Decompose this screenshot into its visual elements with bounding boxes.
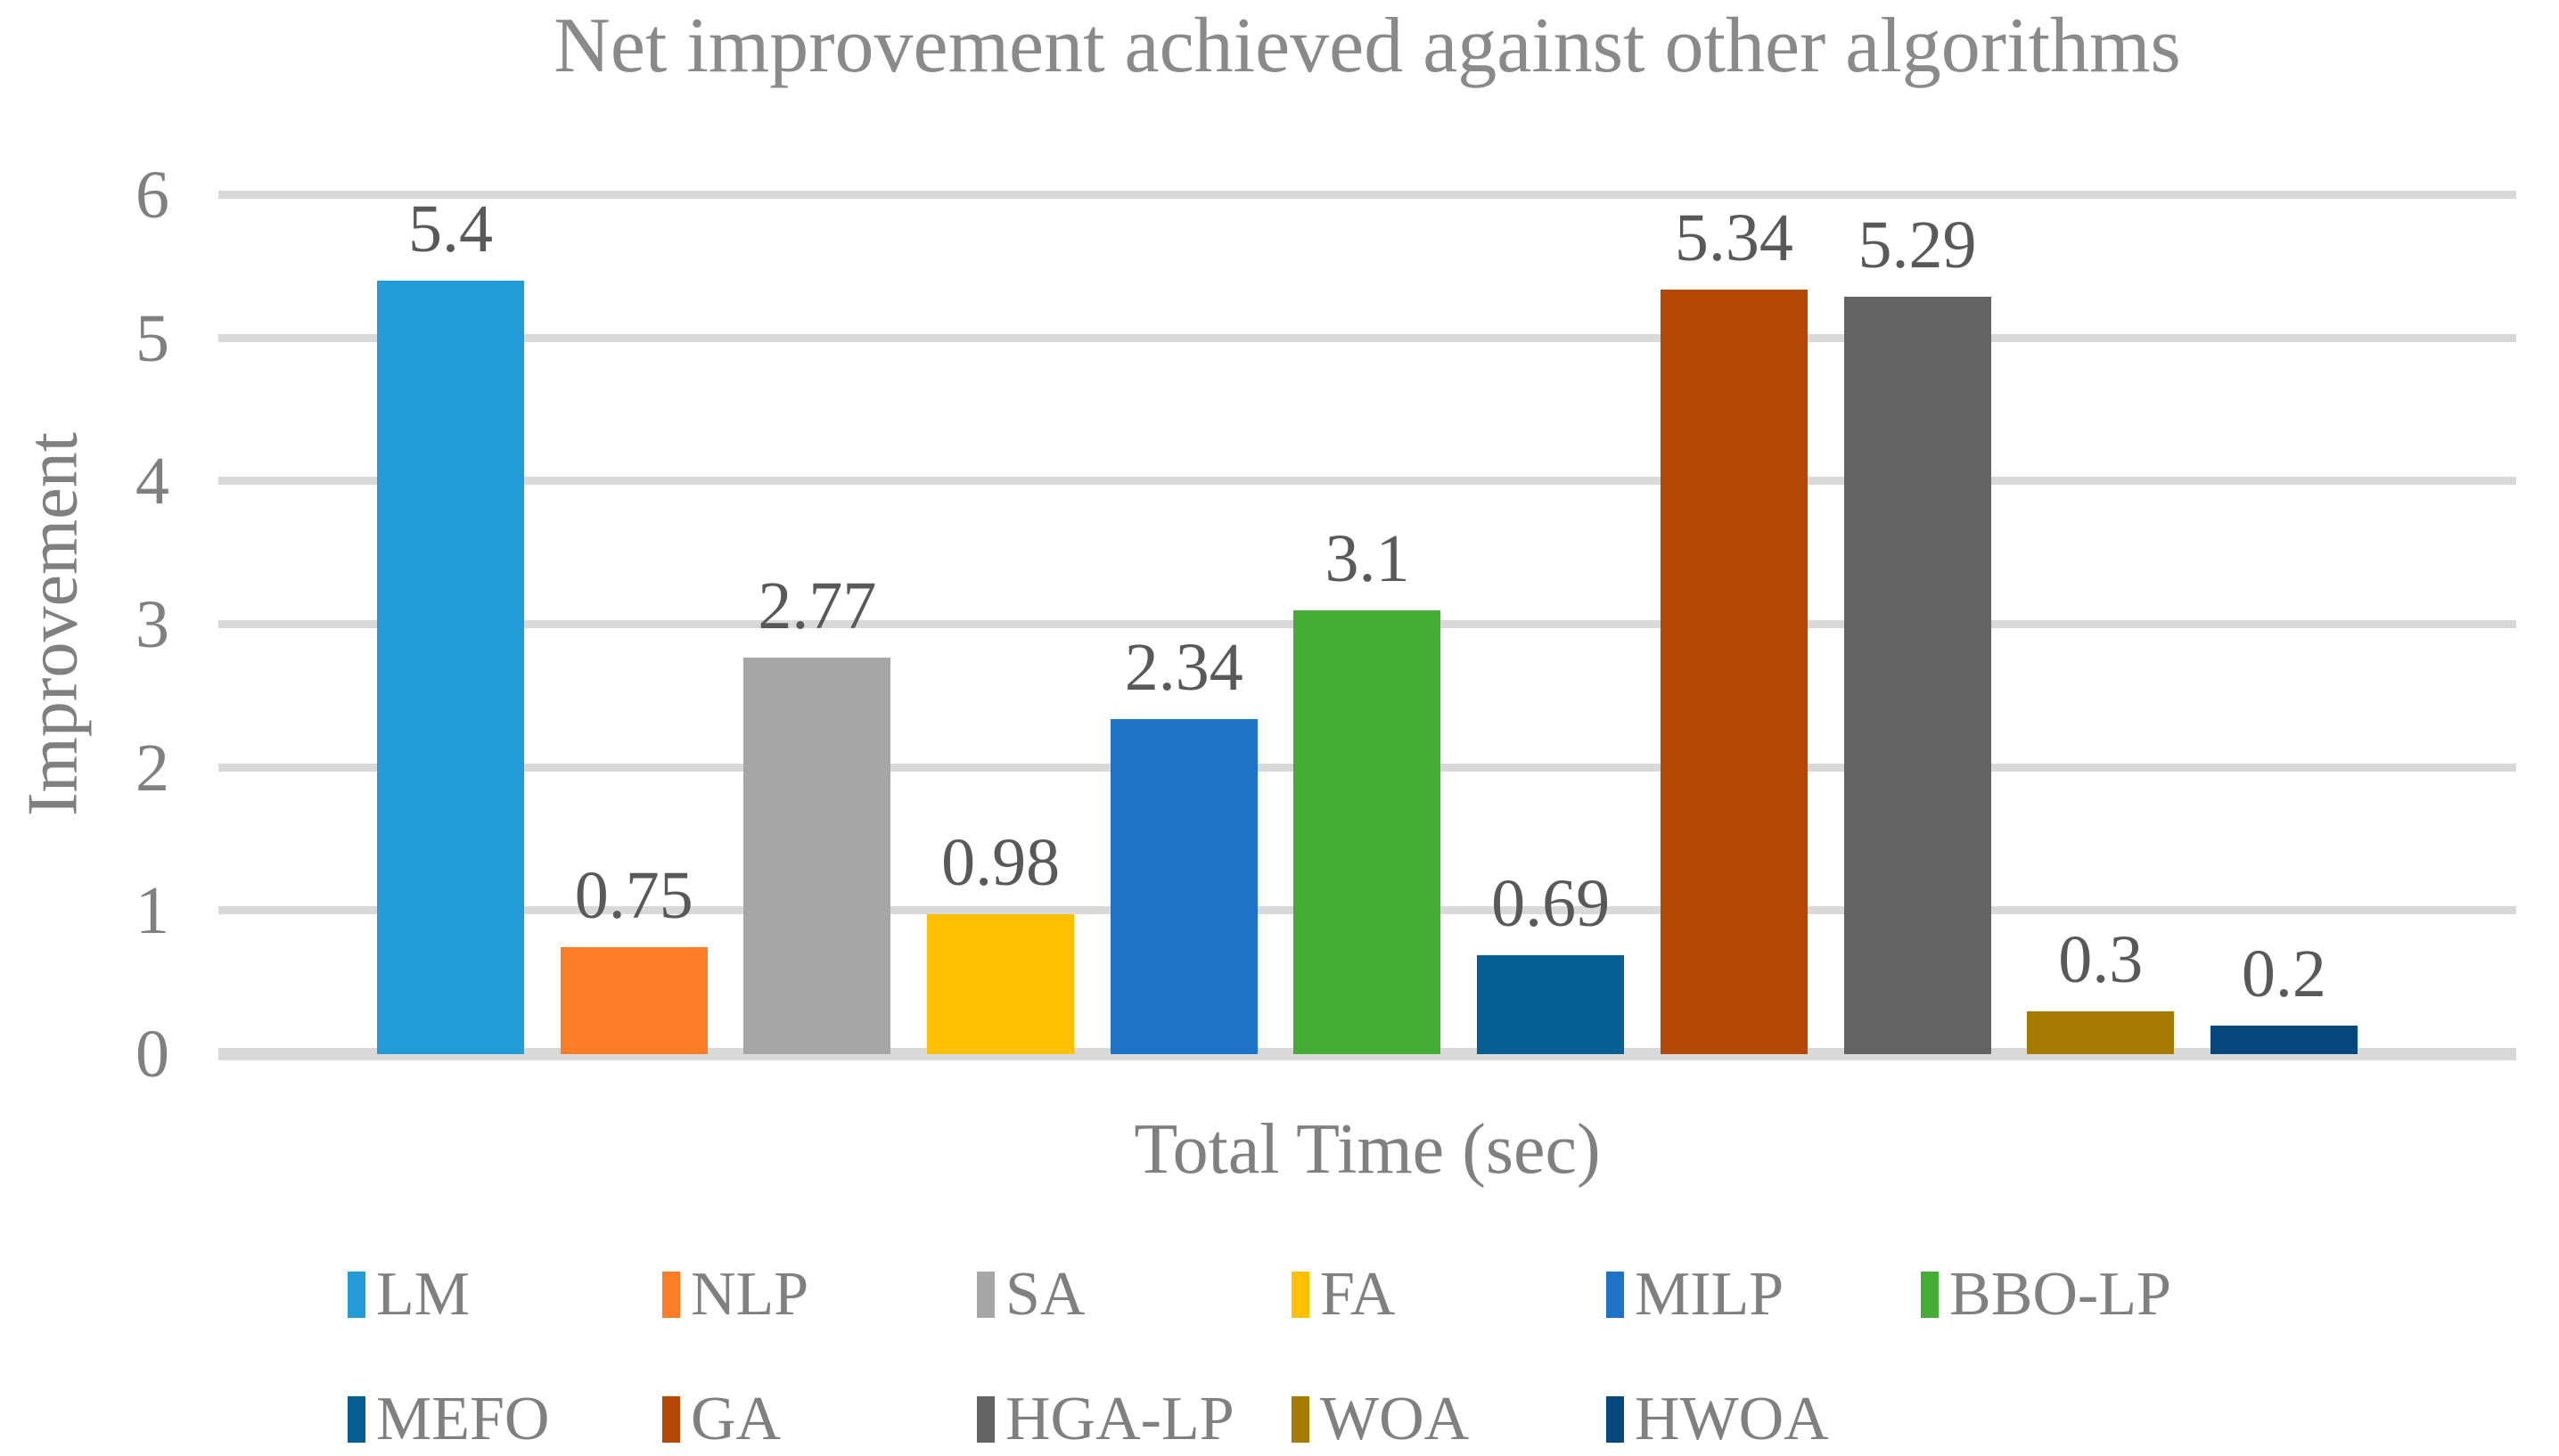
- legend-item-bbo-lp: BBO-LP: [1921, 1258, 2235, 1331]
- legend-item-lm: LM: [348, 1258, 662, 1331]
- legend-swatch: [662, 1272, 680, 1318]
- legend-item-fa: FA: [1292, 1258, 1606, 1331]
- bar-lm: [377, 281, 524, 1054]
- legend-label: LM: [376, 1260, 470, 1329]
- bar-slot-bbo-lp: 3.1: [1293, 195, 1441, 1054]
- chart-title: Net improvement achieved against other a…: [554, 3, 2181, 89]
- bar-slot-mefo: 0.69: [1477, 195, 1625, 1054]
- bar-value-label: 2.77: [758, 568, 877, 643]
- legend-swatch: [1606, 1396, 1624, 1443]
- legend-swatch: [977, 1396, 995, 1443]
- bar-slot-milp: 2.34: [1110, 195, 1258, 1054]
- legend-item-hga-lp: HGA-LP: [977, 1383, 1292, 1456]
- legend-swatch: [1292, 1396, 1309, 1443]
- bar-milp: [1110, 719, 1258, 1054]
- gridline: [218, 477, 2516, 486]
- legend-label: HWOA: [1635, 1385, 1829, 1453]
- bar-slot-woa: 0.3: [2027, 195, 2175, 1054]
- legend-label: MEFO: [376, 1385, 550, 1453]
- bar-slot-lm: 5.4: [377, 195, 524, 1054]
- legend-item-sa: SA: [977, 1258, 1292, 1331]
- legend-item-woa: WOA: [1292, 1383, 1606, 1456]
- bar-woa: [2027, 1010, 2175, 1054]
- legend-label: NLP: [691, 1260, 809, 1329]
- gridline: [218, 191, 2516, 199]
- legend-label: MILP: [1635, 1260, 1784, 1329]
- legend-label: BBO-LP: [1949, 1260, 2171, 1329]
- y-axis-tick-label: 5: [135, 300, 169, 376]
- bar-value-label: 0.75: [574, 857, 693, 933]
- legend-label: WOA: [1320, 1385, 1470, 1453]
- y-axis-tick-label: 0: [135, 1017, 169, 1092]
- bar-value-label: 5.4: [408, 192, 493, 267]
- gridline: [218, 333, 2516, 342]
- legend-label: HGA-LP: [1005, 1385, 1234, 1453]
- y-axis-tick-label: 3: [135, 587, 169, 662]
- legend-label: FA: [1320, 1260, 1396, 1329]
- legend-label: GA: [691, 1385, 782, 1453]
- bar-slot-fa: 0.98: [927, 195, 1075, 1054]
- bar-value-label: 2.34: [1124, 630, 1243, 706]
- bar-hga-lp: [1843, 297, 1991, 1054]
- y-axis-tick-label: 6: [135, 158, 169, 233]
- legend-swatch: [1292, 1272, 1309, 1318]
- bar-slot-nlp: 0.75: [560, 195, 708, 1054]
- bar-value-label: 5.29: [1858, 208, 1977, 283]
- legend-item-ga: GA: [662, 1383, 977, 1456]
- bar-slot-sa: 2.77: [743, 195, 891, 1054]
- legend-swatch: [348, 1396, 365, 1443]
- legend-swatch: [1921, 1272, 1939, 1318]
- bar-slot-ga: 5.34: [1660, 195, 1808, 1054]
- bar-value-label: 0.98: [941, 824, 1061, 900]
- legend-swatch: [662, 1396, 680, 1443]
- bars: 5.4 0.75 2.77 0.98 2.34 3.1 0.69 5.34 5.29 0.3 0.2: [377, 195, 2358, 1054]
- legend-label: SA: [1005, 1260, 1086, 1329]
- bar-value-label: 3.1: [1325, 520, 1410, 596]
- legend-swatch: [977, 1272, 995, 1318]
- legend-swatch: [1606, 1272, 1624, 1318]
- bar-value-label: 0.2: [2241, 936, 2326, 1011]
- bar-nlp: [560, 946, 708, 1054]
- bar-sa: [743, 657, 891, 1054]
- bar-hwoa: [2210, 1025, 2358, 1054]
- y-axis-tick-label: 1: [135, 873, 169, 949]
- legend-swatch: [348, 1272, 365, 1318]
- plot-area: 5.4 0.75 2.77 0.98 2.34 3.1 0.69 5.34 5.29 0.3 0.2: [218, 191, 2516, 1060]
- x-axis-title: Total Time (sec): [1134, 1110, 1601, 1189]
- legend-item-nlp: NLP: [662, 1258, 977, 1331]
- y-axis-tick-label: 2: [135, 730, 169, 806]
- bar-mefo: [1477, 955, 1625, 1054]
- legend-item-hwoa: HWOA: [1606, 1383, 1921, 1456]
- legend-item-mefo: MEFO: [348, 1383, 662, 1456]
- bar-slot-hga-lp: 5.29: [1843, 195, 1991, 1054]
- legend: LM NLP SA FA MILP BBO-LP MEFO GA HGA-LP WOA HWOA: [348, 1258, 2235, 1456]
- bar-slot-hwoa: 0.2: [2210, 195, 2358, 1054]
- legend-item-milp: MILP: [1606, 1258, 1921, 1331]
- bar-fa: [927, 913, 1075, 1054]
- bar-value-label: 5.34: [1674, 200, 1793, 276]
- y-axis-tick-label: 4: [135, 444, 169, 519]
- bar-value-label: 0.69: [1491, 866, 1611, 942]
- bar-ga: [1660, 290, 1808, 1054]
- bar-bbo-lp: [1293, 609, 1441, 1054]
- bar-value-label: 0.3: [2058, 921, 2144, 997]
